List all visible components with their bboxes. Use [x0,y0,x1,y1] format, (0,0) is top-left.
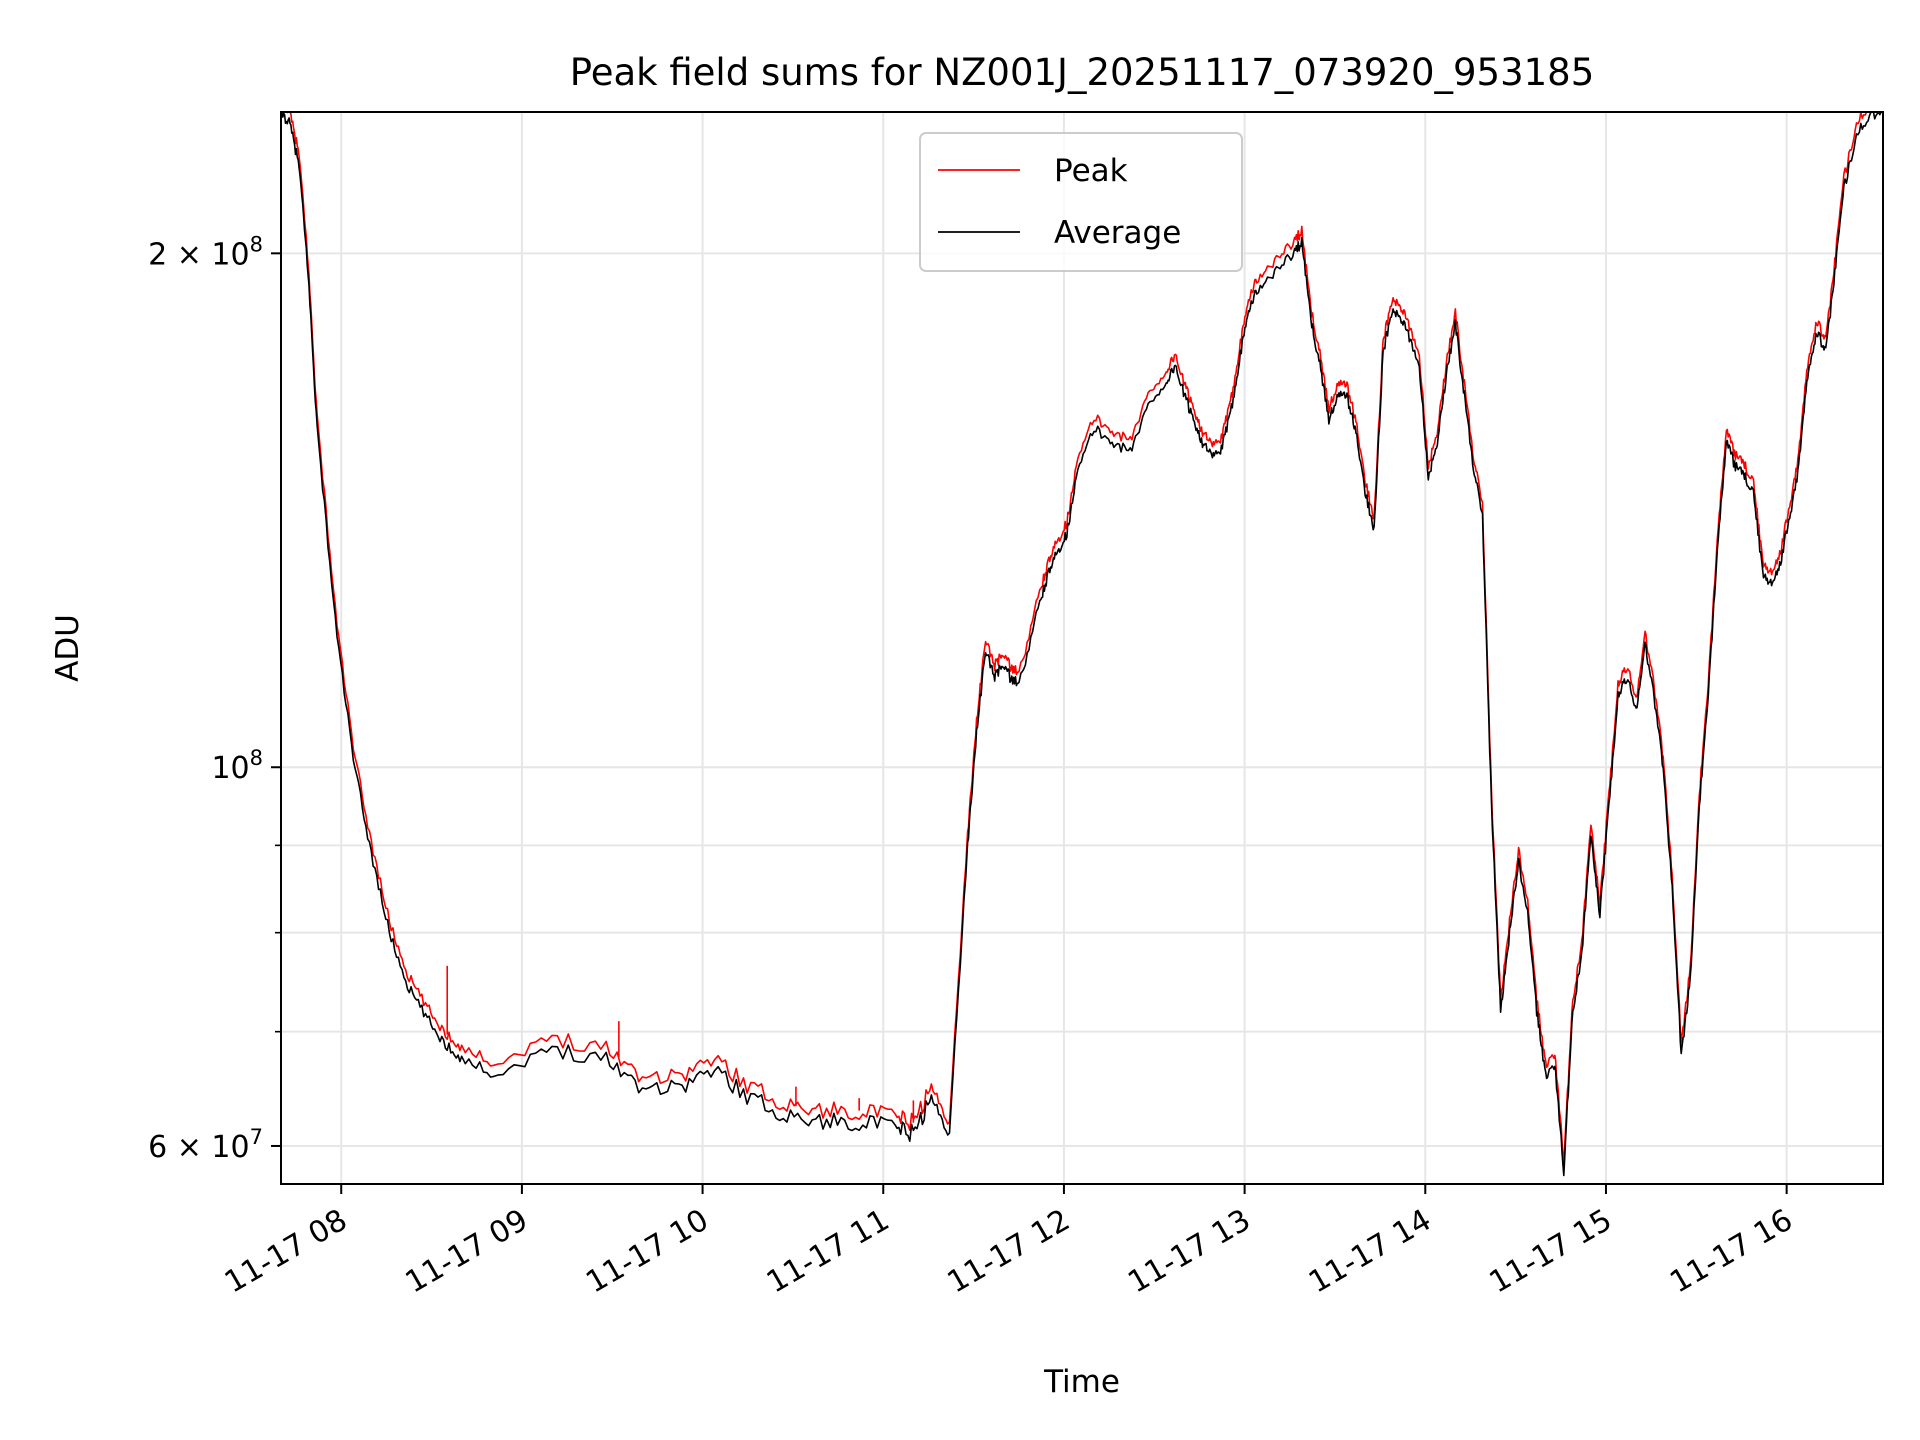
plot-frame [280,111,1884,1185]
y-axis: 6 × 107 108 2 × 108 [148,232,281,1165]
y-tick-label: 6 × 107 [148,1125,263,1165]
y-tick-label: 108 [211,746,263,786]
legend: Peak Average [919,132,1243,272]
y-tick-label: 2 × 108 [148,232,263,272]
x-axis-label: Time [1043,1364,1120,1400]
series-line-average [281,111,1884,1177]
y-axis-label: ADU [50,614,86,682]
legend-box [919,132,1243,272]
legend-label-average: Average [1054,215,1181,251]
legend-label-peak: Peak [1054,153,1128,189]
grid [281,112,1883,1184]
chart-title: Peak field sums for NZ001J_20251117_0739… [570,51,1595,94]
series-layer [281,111,1884,1177]
